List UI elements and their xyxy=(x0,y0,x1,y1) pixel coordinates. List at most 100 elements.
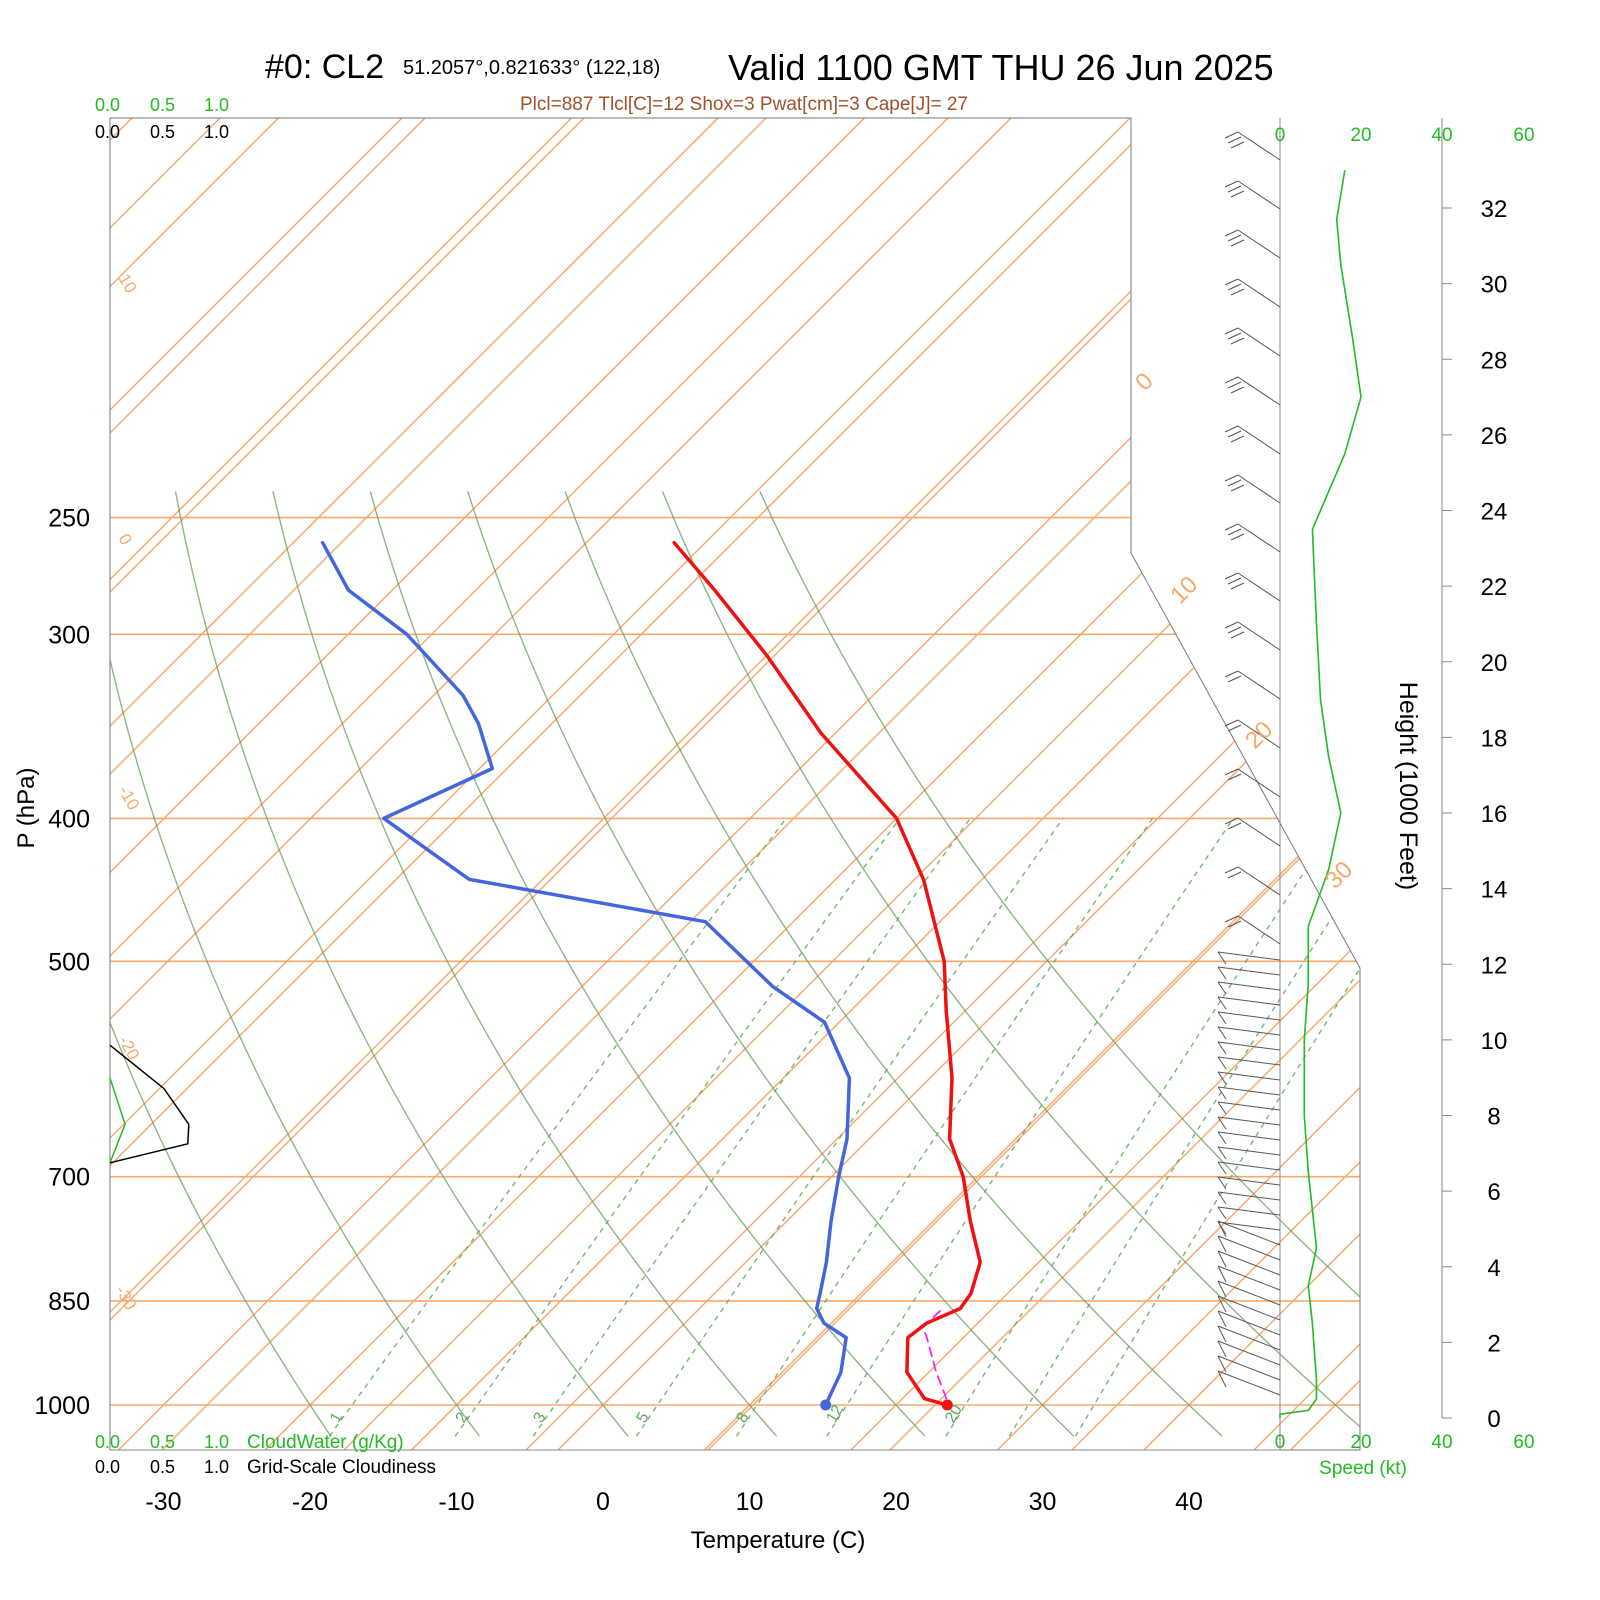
wind-barb-flag xyxy=(1227,185,1242,193)
cloudiness-tick-0: 0.0 xyxy=(95,122,120,142)
wind-barb-shaft xyxy=(1217,1280,1281,1306)
isotherm--60 xyxy=(110,118,1012,1450)
wind-barb-shaft xyxy=(1237,376,1281,406)
cloudiness-profile xyxy=(109,1044,190,1164)
wind-barb-flag xyxy=(1227,871,1242,879)
wind-barb-shaft xyxy=(1237,180,1281,210)
cloudiness-label: Grid-Scale Cloudiness xyxy=(247,1457,436,1478)
wind-barb-flag xyxy=(1217,966,1227,980)
isotherm-cross-line xyxy=(110,118,1313,1450)
cloudwater-tick-1-bottom: 0.5 xyxy=(150,1432,175,1452)
wind-barb-shaft xyxy=(1217,1221,1281,1231)
location-label: 51.2057°,0.821633° (122,18) xyxy=(403,57,660,79)
wind-barb-icon xyxy=(1217,1086,1281,1100)
dry-adiabat-0 xyxy=(174,491,629,1437)
wind-barb-flag xyxy=(1227,283,1242,291)
wind-barb-flag xyxy=(1224,817,1239,825)
wind-barb-flag xyxy=(1230,435,1245,443)
wind-barb-shaft xyxy=(1237,670,1281,700)
isotherm-cross-line xyxy=(110,118,949,1450)
wind-barb-flag xyxy=(1224,474,1239,482)
wind-barb-flag xyxy=(1217,981,1227,995)
wind-barb-shaft xyxy=(1217,1026,1281,1036)
speed-tick-0-bottom: 0 xyxy=(1275,1432,1286,1453)
y-tick-label: 500 xyxy=(48,948,90,976)
speed-axis-label: Speed (kt) xyxy=(1319,1458,1407,1479)
wind-barb-icon xyxy=(1224,768,1281,798)
isotherm-40 xyxy=(1143,118,1360,1450)
wind-barb-flag xyxy=(1224,670,1239,678)
height-tick-label: 28 xyxy=(1481,347,1508,374)
wind-barb-icon xyxy=(1217,1340,1281,1366)
wind-barbs xyxy=(1217,131,1281,1396)
cloudiness-tick-2: 1.0 xyxy=(204,122,229,142)
wind-barb-icon xyxy=(1217,1041,1281,1055)
wind-barb-flag xyxy=(1217,996,1227,1010)
cloudiness-tick-1-bottom: 0.5 xyxy=(150,1457,175,1477)
height-axis-title: Height (1000 Feet) xyxy=(1394,682,1422,890)
wind-barb-flag xyxy=(1227,234,1242,242)
wind-barb-flag xyxy=(1227,822,1242,830)
isotherm--30 xyxy=(117,118,1360,1450)
wind-barb-shaft xyxy=(1217,1011,1281,1021)
wind-barb-shaft xyxy=(1217,1086,1281,1096)
wind-barb-icon xyxy=(1217,1325,1281,1351)
wind-barb-shaft xyxy=(1217,1071,1281,1081)
wind-barb-flag xyxy=(1230,239,1245,247)
x-tick-label: -20 xyxy=(292,1488,328,1516)
wind-barb-shaft xyxy=(1237,523,1281,553)
wind-speed-profile xyxy=(1279,170,1362,1418)
valid-time-title: Valid 1100 GMT THU 26 Jun 2025 xyxy=(728,47,1274,88)
y-axis-ticks: 250 300 400 500 700 850 1000 xyxy=(34,505,90,1420)
wind-barb-flag xyxy=(1217,1116,1227,1130)
height-tick-label: 2 xyxy=(1487,1330,1500,1357)
wind-barb-icon xyxy=(1217,1176,1281,1190)
wind-barb-shaft xyxy=(1237,915,1281,945)
wind-barb-icon xyxy=(1217,1056,1281,1070)
wind-barb-flag xyxy=(1224,327,1239,335)
wind-barb-icon xyxy=(1217,1220,1281,1246)
wind-barb-shaft xyxy=(1237,621,1281,651)
cloudiness-tick-1: 0.5 xyxy=(150,122,175,142)
wind-barb-flag xyxy=(1227,136,1242,144)
wind-barb-shaft xyxy=(1237,425,1281,455)
wind-barb-flag xyxy=(1227,724,1242,732)
thermo-grid: 1 2 3 5 8 12 20 xyxy=(110,118,1600,1450)
isotherm-60 xyxy=(1437,118,1600,1450)
wind-barb-flag xyxy=(1224,915,1239,923)
height-tick-label: 24 xyxy=(1481,499,1508,526)
wind-barb-flag xyxy=(1217,1086,1227,1100)
plot-frame xyxy=(109,117,1361,1451)
wind-barb-panel xyxy=(1217,118,1281,1450)
x-tick-label: 40 xyxy=(1175,1488,1203,1516)
wind-barb-flag xyxy=(1217,1176,1227,1190)
mixing-ratio-label: 1 xyxy=(327,1410,346,1426)
wind-barb-flag xyxy=(1217,1265,1227,1283)
speed-tick-60: 60 xyxy=(1513,125,1534,146)
wind-barb-flag xyxy=(1224,425,1239,433)
speed-tick-0: 0 xyxy=(1275,125,1286,146)
height-tick-label: 20 xyxy=(1481,650,1508,677)
wind-barb-icon xyxy=(1217,1355,1281,1381)
wind-barb-flag xyxy=(1227,920,1242,928)
wind-barb-icon xyxy=(1224,621,1281,651)
height-tick-label: 32 xyxy=(1481,196,1508,223)
wind-barb-shaft xyxy=(1237,278,1281,308)
sounding-curves xyxy=(320,540,982,1411)
wind-barb-icon xyxy=(1217,981,1281,995)
wind-barb-flag xyxy=(1217,1355,1227,1373)
mixing-ratio-line-8 xyxy=(735,818,1154,1437)
dry-adiabat--10 xyxy=(110,491,480,1437)
wind-barb-flag xyxy=(1230,631,1245,639)
cloudwater-tick-0-bottom: 0.0 xyxy=(95,1432,120,1452)
mixing-ratio-line-12 xyxy=(826,818,1234,1437)
wind-barb-icon xyxy=(1217,1131,1281,1145)
wind-barb-flag xyxy=(1217,1026,1227,1040)
wind-barb-shaft xyxy=(1237,474,1281,504)
station-title: #0: CL2 xyxy=(265,48,384,86)
wind-barb-flag xyxy=(1224,180,1239,188)
cloud-scales: 0.0 0.5 1.0 0.0 0.5 1.0 0.0 0.5 1.0 Clou… xyxy=(95,95,436,1478)
wind-barb-shaft xyxy=(1217,1161,1281,1171)
surface-dewpoint-dot xyxy=(820,1399,832,1411)
wind-barb-shaft xyxy=(1217,981,1281,991)
